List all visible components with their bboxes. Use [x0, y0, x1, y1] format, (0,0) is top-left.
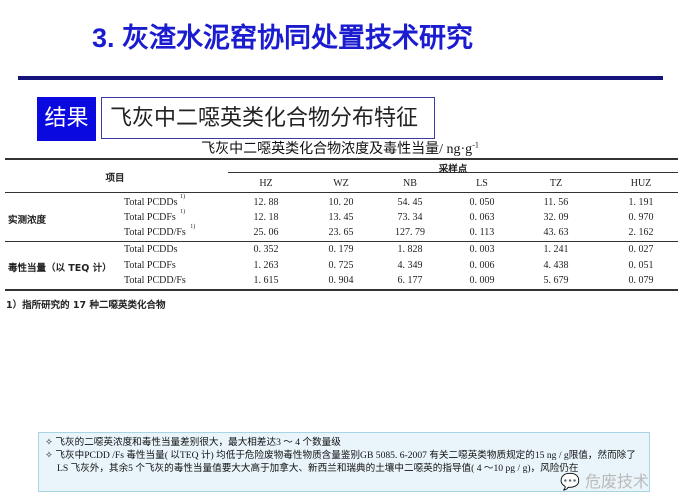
caption-sup: -1	[472, 140, 479, 150]
row-sup: 1)	[180, 194, 186, 200]
notes-box: ✧ 飞灰的二噁英浓度和毒性当量差别很大，最大相差达3 ～ 4 个数量级 ✧ 飞灰…	[38, 432, 650, 492]
item-header: 项目	[105, 173, 125, 184]
column-header: HZ	[259, 178, 273, 189]
table-cell: 0. 051	[628, 260, 654, 271]
watermark: 💬 危废技术	[560, 472, 650, 491]
table-cell: 0. 063	[469, 212, 495, 223]
column-header: NB	[403, 178, 417, 189]
group-rule	[5, 241, 678, 242]
row-name: Total PCDDs	[124, 197, 178, 208]
table-cell: 0. 050	[469, 197, 495, 208]
table-cell: 54. 45	[397, 197, 423, 208]
column-header: HUZ	[630, 178, 652, 189]
column-header: LS	[476, 178, 488, 189]
row-name: Total PCDFs	[124, 212, 176, 223]
table-cell: 32. 09	[543, 212, 569, 223]
row-name: Total PCDDs	[124, 244, 178, 255]
section-subtitle: 飞灰中二噁英类化合物分布特征	[101, 97, 435, 139]
table-cell: 0. 725	[328, 260, 354, 271]
row-sup: 1)	[180, 209, 186, 215]
table-cell: 6. 177	[397, 275, 423, 286]
note-item: ✧ 飞灰中PCDD /Fs 毒性当量( 以TEQ 计) 均低于危险废物毒性物质含…	[45, 450, 636, 474]
table-cell: 1. 615	[253, 275, 279, 286]
table-cell: 0. 009	[469, 275, 495, 286]
table-cell: 1. 263	[253, 260, 279, 271]
table-cell: 23. 65	[328, 227, 354, 238]
table-cell: 13. 45	[328, 212, 354, 223]
table-cell: 12. 88	[253, 197, 279, 208]
table-bottom-rule	[5, 289, 678, 291]
watermark-text: 危废技术	[585, 472, 650, 491]
header-subrule	[228, 172, 678, 173]
table-top-rule	[5, 158, 678, 160]
section-tag: 结果	[37, 97, 96, 141]
group-label: 实测浓度	[8, 215, 47, 226]
group-label: 毒性当量（以 TEQ 计）	[8, 263, 112, 274]
table-cell: 0. 970	[628, 212, 654, 223]
column-header: TZ	[549, 178, 563, 189]
table-cell: 127. 79	[395, 227, 425, 238]
table-cell: 43. 63	[543, 227, 569, 238]
table-cell: 1. 191	[628, 197, 654, 208]
table-cell: 5. 679	[543, 275, 569, 286]
table-cell: 0. 003	[469, 244, 495, 255]
table-cell: 0. 027	[628, 244, 654, 255]
caption-text: 飞灰中二噁英类化合物浓度及毒性当量/ ng·g	[201, 142, 473, 157]
table-cell: 73. 34	[397, 212, 423, 223]
column-header: WZ	[333, 178, 349, 189]
table-caption: 飞灰中二噁英类化合物浓度及毒性当量/ ng·g-1	[0, 138, 680, 158]
table-cell: 10. 20	[328, 197, 354, 208]
table-footnote: 1）指所研究的 17 种二噁英类化合物	[6, 300, 166, 311]
table-cell: 12. 18	[253, 212, 279, 223]
table-cell: 0. 904	[328, 275, 354, 286]
table-cell: 11. 56	[543, 197, 569, 208]
table-cell: 4. 349	[397, 260, 423, 271]
group-header: 采样点	[438, 164, 468, 175]
header-rule	[5, 192, 678, 193]
row-name: Total PCDD/Fs	[124, 275, 186, 286]
table-cell: 1. 828	[397, 244, 423, 255]
table-cell: 0. 006	[469, 260, 495, 271]
row-sup: 1)	[190, 224, 196, 230]
note-item: ✧ 飞灰的二噁英浓度和毒性当量差别很大，最大相差达3 ～ 4 个数量级	[45, 437, 341, 448]
table-cell: 0. 113	[469, 227, 495, 238]
table-cell: 2. 162	[628, 227, 654, 238]
title-divider	[18, 76, 663, 80]
table-cell: 1. 241	[543, 244, 569, 255]
table-cell: 0. 352	[253, 244, 279, 255]
table-cell: 4. 438	[543, 260, 569, 271]
table-cell: 25. 06	[253, 227, 279, 238]
row-name: Total PCDFs	[124, 260, 176, 271]
row-name: Total PCDD/Fs	[124, 227, 186, 238]
table-cell: 0. 179	[328, 244, 354, 255]
page-title: 3. 灰渣水泥窑协同处置技术研究	[92, 23, 474, 53]
table-cell: 0. 079	[628, 275, 654, 286]
